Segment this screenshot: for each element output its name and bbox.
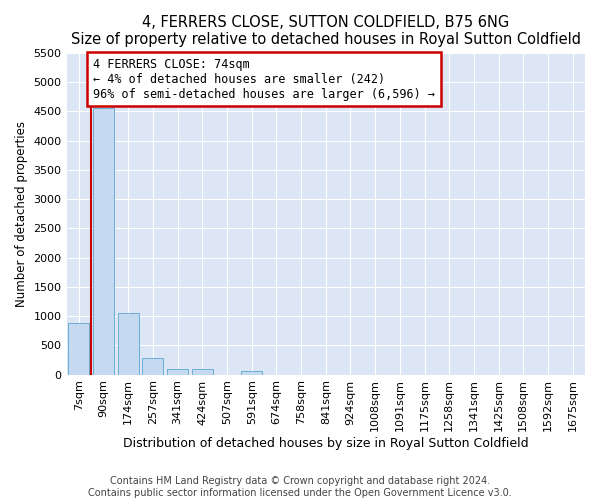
Bar [241,372,262,374]
Bar [142,358,163,374]
X-axis label: Distribution of detached houses by size in Royal Sutton Coldfield: Distribution of detached houses by size … [123,437,529,450]
Bar [192,370,213,374]
Bar [118,312,139,374]
Bar [68,323,89,374]
Bar [93,108,114,374]
Y-axis label: Number of detached properties: Number of detached properties [15,120,28,306]
Bar [167,370,188,374]
Text: Contains HM Land Registry data © Crown copyright and database right 2024.
Contai: Contains HM Land Registry data © Crown c… [88,476,512,498]
Title: 4, FERRERS CLOSE, SUTTON COLDFIELD, B75 6NG
Size of property relative to detache: 4, FERRERS CLOSE, SUTTON COLDFIELD, B75 … [71,15,581,48]
Text: 4 FERRERS CLOSE: 74sqm
← 4% of detached houses are smaller (242)
96% of semi-det: 4 FERRERS CLOSE: 74sqm ← 4% of detached … [93,58,435,100]
